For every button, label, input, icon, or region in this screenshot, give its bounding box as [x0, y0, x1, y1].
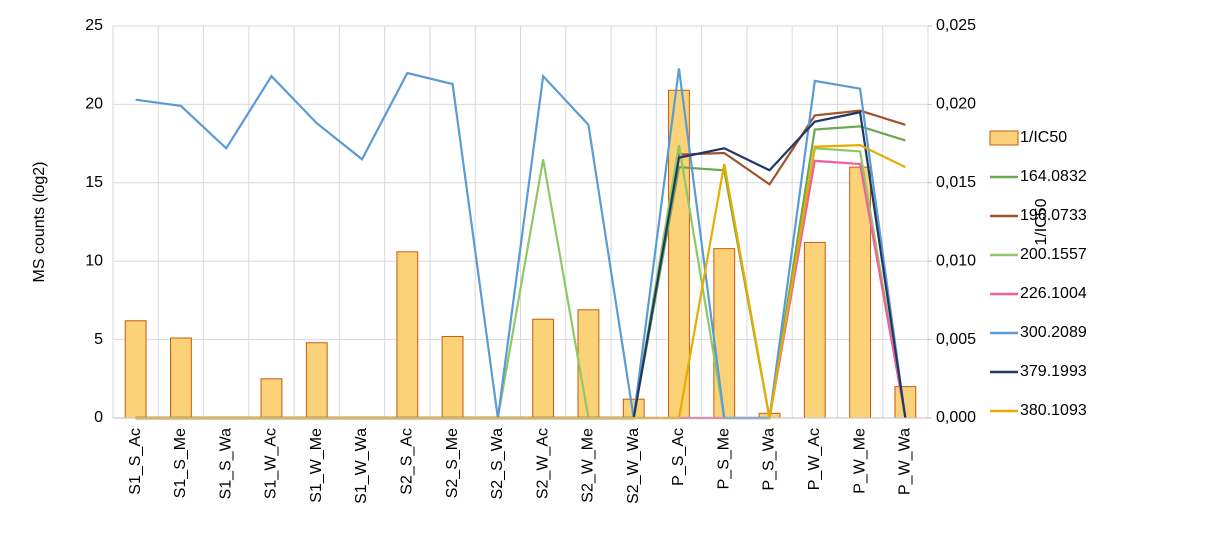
x-tick-label: P_S_Wa	[761, 428, 778, 491]
line	[135, 68, 907, 420]
bar	[532, 318, 555, 419]
x-tick-label: S2_W_Ac	[534, 428, 551, 499]
y2-tick-label: 0,020	[936, 96, 976, 113]
legend-label: 164.0832	[1020, 168, 1087, 185]
y2-tick-label: 0,000	[936, 409, 976, 426]
x-tick-label: S1_W_Me	[308, 428, 325, 503]
x-tick-label: P_W_Wa	[897, 428, 914, 495]
bar	[260, 378, 283, 419]
y2-axis-label: 1/IC50	[1033, 198, 1050, 245]
bar	[124, 320, 147, 419]
x-tick-label: S1_W_Wa	[353, 428, 370, 504]
y-tick-label: 5	[94, 331, 103, 348]
bar	[305, 342, 328, 419]
y-tick-label: 10	[85, 252, 103, 269]
y-tick-label: 25	[85, 17, 103, 34]
legend-label: 196.0733	[1020, 207, 1087, 224]
legend-label: 200.1557	[1020, 246, 1087, 263]
x-tick-label: S2_S_Ac	[399, 428, 416, 495]
y2-tick-label: 0,010	[936, 252, 976, 269]
bar	[170, 337, 192, 419]
x-tick-label: P_S_Me	[715, 428, 732, 489]
bar	[803, 241, 826, 419]
y2-tick-label: 0,005	[936, 331, 976, 348]
legend-label: 300.2089	[1020, 324, 1087, 341]
legend-label: 379.1993	[1020, 363, 1087, 380]
bar	[668, 89, 690, 419]
y2-tick-label: 0,025	[936, 17, 976, 34]
x-tick-label: S1_S_Wa	[217, 428, 234, 500]
legend-label: 380.1093	[1020, 402, 1087, 419]
y-tick-label: 20	[85, 96, 103, 113]
x-tick-label: P_W_Ac	[806, 428, 823, 490]
bar	[441, 335, 464, 419]
bar	[577, 309, 600, 419]
x-tick-label: S1_S_Ac	[127, 428, 144, 495]
x-tick-label: S1_S_Me	[172, 428, 189, 498]
x-tick-label: P_S_Ac	[670, 428, 687, 486]
y-axis-label: MS counts (log2)	[31, 162, 48, 283]
legend-label: 1/IC50	[1020, 129, 1067, 146]
x-tick-label: S2_W_Wa	[625, 428, 642, 504]
x-tick-label: S1_W_Ac	[263, 428, 280, 499]
y-tick-label: 0	[94, 409, 103, 426]
bar	[396, 251, 419, 419]
bar	[713, 248, 736, 419]
x-tick-label: P_W_Me	[851, 428, 868, 494]
x-tick-label: S2_S_Wa	[489, 428, 506, 500]
y2-tick-label: 0,015	[936, 174, 976, 191]
y-tick-label: 15	[85, 174, 103, 191]
legend-swatch	[989, 130, 1019, 146]
legend-label: 226.1004	[1020, 285, 1087, 302]
x-tick-label: S2_W_Me	[580, 428, 597, 503]
x-tick-label: S2_S_Me	[444, 428, 461, 498]
